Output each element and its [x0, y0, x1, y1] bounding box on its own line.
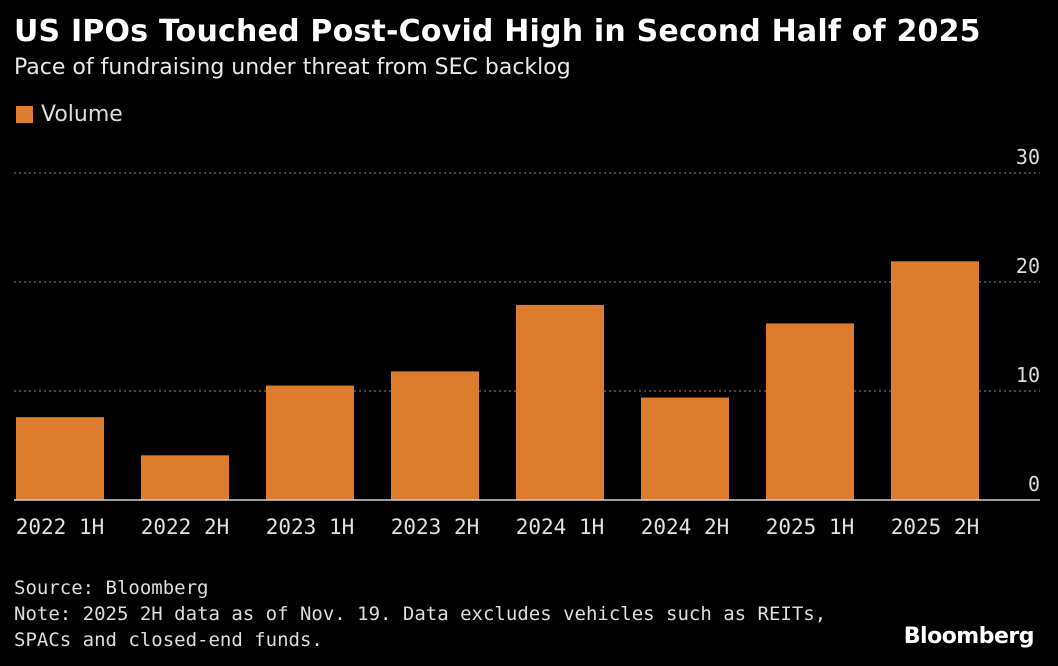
- bars: [16, 261, 979, 500]
- footer: Source: Bloomberg Note: 2025 2H data as …: [14, 575, 826, 653]
- legend: Volume: [16, 102, 123, 127]
- y-tick-label: 30: [1016, 145, 1040, 169]
- x-tick-label: 2025 2H: [891, 515, 980, 539]
- legend-swatch: [16, 106, 33, 123]
- x-tick-label: 2025 1H: [766, 515, 855, 539]
- bar: [391, 371, 479, 500]
- bloomberg-logo: Bloomberg: [903, 624, 1035, 649]
- x-tick-label: 2024 2H: [641, 515, 730, 539]
- x-tick-label: 2023 1H: [266, 515, 355, 539]
- bar: [766, 323, 854, 500]
- source-text: Source: Bloomberg: [14, 577, 209, 599]
- bar: [16, 417, 104, 500]
- y-tick-label: 0: [1028, 472, 1040, 496]
- axes: 0 10 20 30 2022 1H 2022 2H 2023 1H 2023 2H 2024 …: [14, 145, 1040, 539]
- note-text-line2: SPACs and closed-end funds.: [14, 629, 323, 651]
- x-tick-label: 2022 2H: [141, 515, 230, 539]
- y-tick-label: 10: [1016, 363, 1040, 387]
- note-text-line1: Note: 2025 2H data as of Nov. 19. Data e…: [14, 603, 827, 625]
- bar: [891, 261, 979, 500]
- legend-label: Volume: [41, 102, 123, 127]
- bar: [516, 304, 604, 500]
- chart-subtitle: Pace of fundraising under threat from SE…: [14, 55, 571, 80]
- x-tick-label: 2022 1H: [16, 515, 105, 539]
- bar: [266, 385, 354, 500]
- bar: [641, 397, 729, 500]
- x-tick-label: 2023 2H: [391, 515, 480, 539]
- chart-title: US IPOs Touched Post-Covid High in Secon…: [14, 14, 981, 49]
- x-tick-label: 2024 1H: [516, 515, 605, 539]
- bar: [141, 455, 229, 500]
- bar-chart: 0 10 20 30 2022 1H 2022 2H 2023 1H 2023 2H 2024 …: [14, 145, 1040, 539]
- gridlines: [14, 172, 1040, 392]
- y-tick-label: 20: [1016, 254, 1040, 278]
